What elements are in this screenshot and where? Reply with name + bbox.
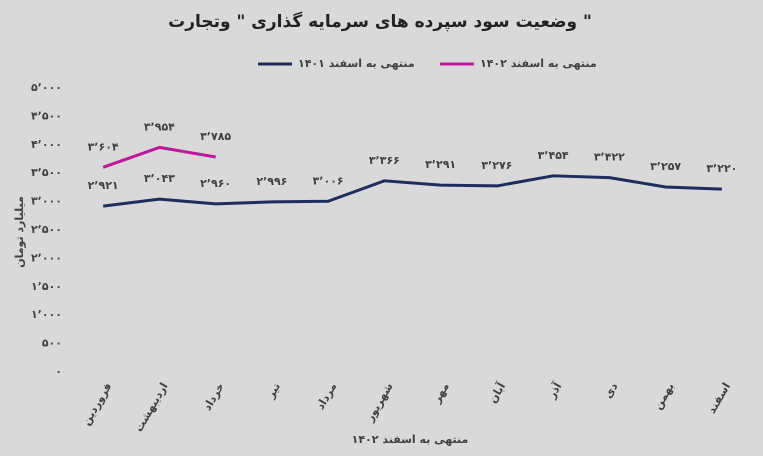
data-label: ۳٬۲۷۶ <box>481 159 512 172</box>
y-tick-label: ۲٬۵۰۰ <box>31 223 62 236</box>
data-label: ۳٬۰۴۳ <box>144 172 175 185</box>
data-label: ۲٬۹۹۶ <box>256 175 287 188</box>
legend-label: منتهی به اسفند ۱۴۰۱ <box>298 57 415 70</box>
data-label: ۳٬۲۹۱ <box>425 158 456 171</box>
x-axis-title: منتهی به اسفند ۱۴۰۲ <box>352 433 469 446</box>
data-label: ۳٬۲۵۷ <box>650 160 681 173</box>
y-tick-label: ۳٬۰۰۰ <box>31 195 62 208</box>
data-label: ۳٬۶۰۴ <box>88 140 119 153</box>
data-label: ۲٬۹۲۱ <box>88 179 119 192</box>
y-tick-label: ۴٬۵۰۰ <box>31 109 62 122</box>
legend-label: منتهی به اسفند ۱۴۰۲ <box>480 57 597 70</box>
data-label: ۳٬۹۵۴ <box>144 120 175 133</box>
data-label: ۳٬۲۲۰ <box>706 162 737 175</box>
data-label: ۳٬۷۸۵ <box>200 130 231 143</box>
y-tick-label: ۵۰۰ <box>42 337 62 350</box>
series-line <box>102 174 722 208</box>
data-label: ۳٬۴۲۲ <box>594 151 625 164</box>
y-tick-label: ۱٬۰۰۰ <box>31 308 62 321</box>
data-label: ۳٬۳۶۶ <box>369 154 400 167</box>
y-tick-label: ۳٬۵۰۰ <box>31 166 62 179</box>
y-tick-label: ۴٬۰۰۰ <box>31 138 62 151</box>
y-tick-label: ۰ <box>55 365 62 378</box>
series-line <box>102 145 216 169</box>
data-label: ۳٬۴۵۴ <box>538 149 569 162</box>
y-tick-label: ۵٬۰۰۰ <box>31 81 62 94</box>
y-tick-label: ۲٬۰۰۰ <box>31 251 62 264</box>
data-label: ۳٬۰۰۶ <box>313 174 344 187</box>
chart-title: وضعیت سود سپرده های سرمایه گذاری " وتجار… <box>168 11 592 32</box>
y-axis-title: میلیارد تومان <box>13 196 26 268</box>
y-tick-label: ۱٬۵۰۰ <box>31 280 62 293</box>
data-label: ۲٬۹۶۰ <box>200 177 231 190</box>
